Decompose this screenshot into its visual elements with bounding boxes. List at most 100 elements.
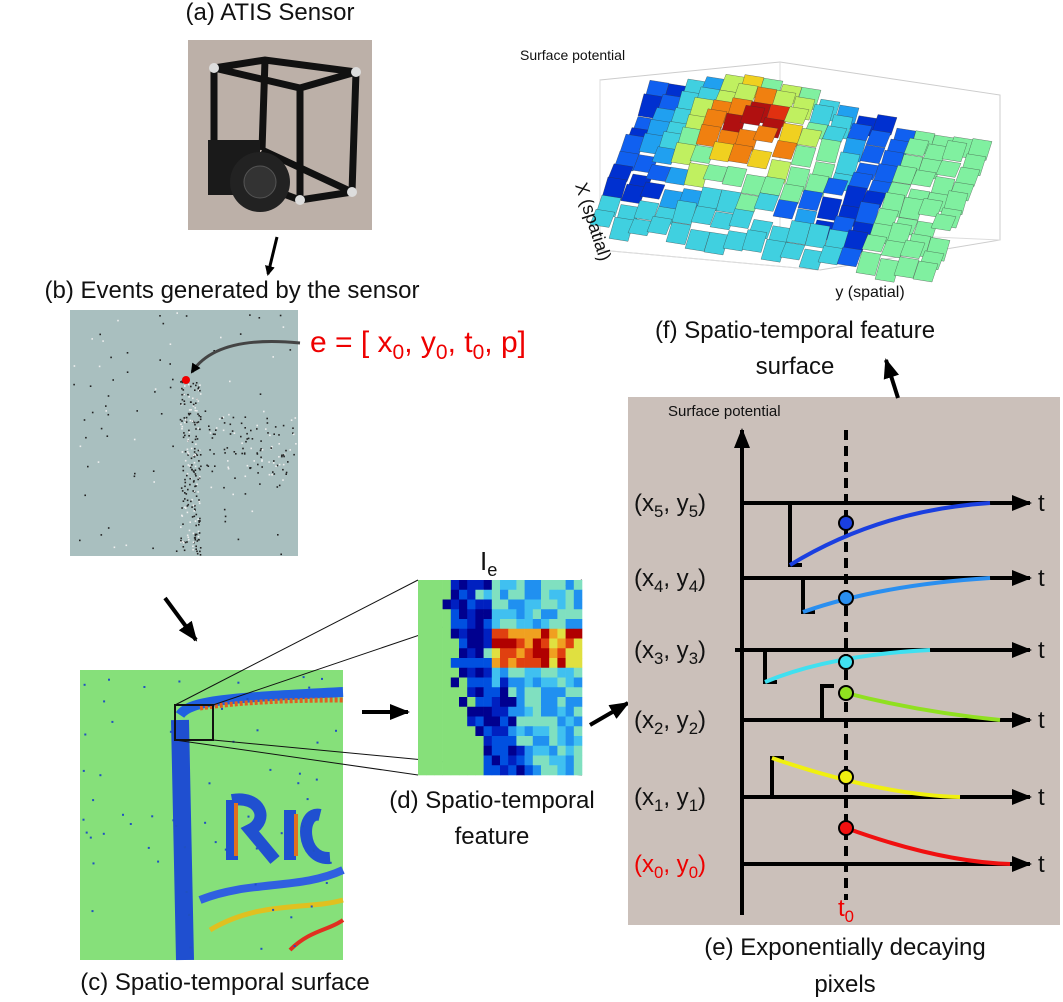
feature-cell — [557, 580, 566, 590]
pixel-marker — [839, 686, 853, 700]
event-point — [195, 475, 197, 477]
event-point — [271, 474, 273, 476]
feature-cell — [484, 678, 493, 688]
event-point — [183, 432, 185, 434]
feature-cell — [508, 629, 517, 639]
feature-cell — [467, 756, 476, 766]
feature-cell — [525, 648, 534, 658]
event-point — [273, 460, 275, 462]
feature-cell — [467, 590, 476, 600]
event-point — [219, 418, 221, 420]
feature-cell — [533, 629, 542, 639]
feature-cell — [459, 600, 468, 610]
feature-cell — [500, 717, 509, 727]
event-point — [194, 407, 196, 409]
feature-cell — [549, 726, 558, 736]
feature-cell — [492, 590, 501, 600]
event-point — [187, 439, 189, 441]
feature-cell — [451, 736, 460, 746]
feature-cell — [574, 590, 583, 600]
feature-cell — [484, 648, 493, 658]
event-point — [200, 419, 202, 421]
feature-cell — [574, 756, 583, 766]
feature-cell — [426, 707, 435, 717]
caption-f: (f) Spatio-temporal feature — [655, 317, 935, 344]
feature-cell — [418, 736, 427, 746]
event-point — [194, 422, 196, 424]
event-point — [191, 458, 193, 460]
event-point — [154, 391, 156, 393]
event-point — [99, 334, 101, 336]
feature-cell — [492, 746, 501, 756]
feature-cell — [516, 619, 525, 629]
event-point — [180, 381, 182, 383]
event-point — [193, 505, 195, 507]
event-point — [98, 461, 100, 463]
event-point — [153, 470, 155, 472]
event-point — [188, 430, 190, 432]
feature-cell — [557, 736, 566, 746]
event-point — [193, 510, 195, 512]
feature-cell — [418, 629, 427, 639]
label-sub: 1 — [654, 796, 663, 815]
event-point — [185, 451, 187, 453]
label-part: , y — [663, 784, 688, 811]
event-point — [195, 410, 197, 412]
feature-cell — [557, 590, 566, 600]
feature-cell — [533, 600, 542, 610]
feature-cell — [566, 746, 575, 756]
feature-cell — [541, 609, 550, 619]
feature-cell — [557, 609, 566, 619]
event-point — [101, 534, 103, 536]
feature-cell — [434, 756, 443, 766]
feature-cell — [557, 687, 566, 697]
event-point — [270, 447, 272, 449]
feature-cell — [426, 600, 435, 610]
feature-cell — [516, 726, 525, 736]
event-point — [105, 410, 107, 412]
feature-cell — [574, 717, 583, 727]
feature-cell — [566, 687, 575, 697]
event-point — [248, 438, 250, 440]
feature-cell — [500, 629, 509, 639]
event-point — [187, 512, 189, 514]
axis-title: Surface potential — [668, 403, 781, 420]
speckle — [83, 819, 85, 821]
event-point — [293, 434, 295, 436]
feature-cell — [418, 580, 427, 590]
feature-cell — [525, 736, 534, 746]
axis-end: t — [1038, 490, 1045, 517]
event-point — [279, 485, 281, 487]
event-point — [273, 462, 275, 464]
feature-cell — [492, 609, 501, 619]
label-sub: 0 — [654, 863, 663, 882]
event-point — [195, 469, 197, 471]
speckle — [297, 782, 299, 784]
axis-end: t — [1038, 707, 1045, 734]
feature-cell — [541, 746, 550, 756]
feature-cell — [484, 717, 493, 727]
formula-part: , p] — [484, 326, 526, 359]
feature-cell — [451, 629, 460, 639]
event-point — [134, 473, 136, 475]
event-point — [170, 387, 172, 389]
feature-cell — [541, 648, 550, 658]
feature-cell — [475, 736, 484, 746]
event-point — [282, 479, 284, 481]
feature-cell — [418, 609, 427, 619]
feature-cell — [533, 619, 542, 629]
feature-cell — [492, 697, 501, 707]
feature-cell — [508, 726, 517, 736]
label-part: ) — [698, 637, 706, 664]
event-point — [295, 417, 297, 419]
event-point — [191, 499, 193, 501]
event-point — [170, 343, 172, 345]
event-point — [191, 448, 193, 450]
event-point — [280, 554, 282, 556]
feature-cell — [533, 736, 542, 746]
feature-cell — [426, 609, 435, 619]
event-point — [241, 423, 243, 425]
feature-cell — [525, 600, 534, 610]
event-point — [198, 499, 200, 501]
label-part: ) — [698, 784, 706, 811]
